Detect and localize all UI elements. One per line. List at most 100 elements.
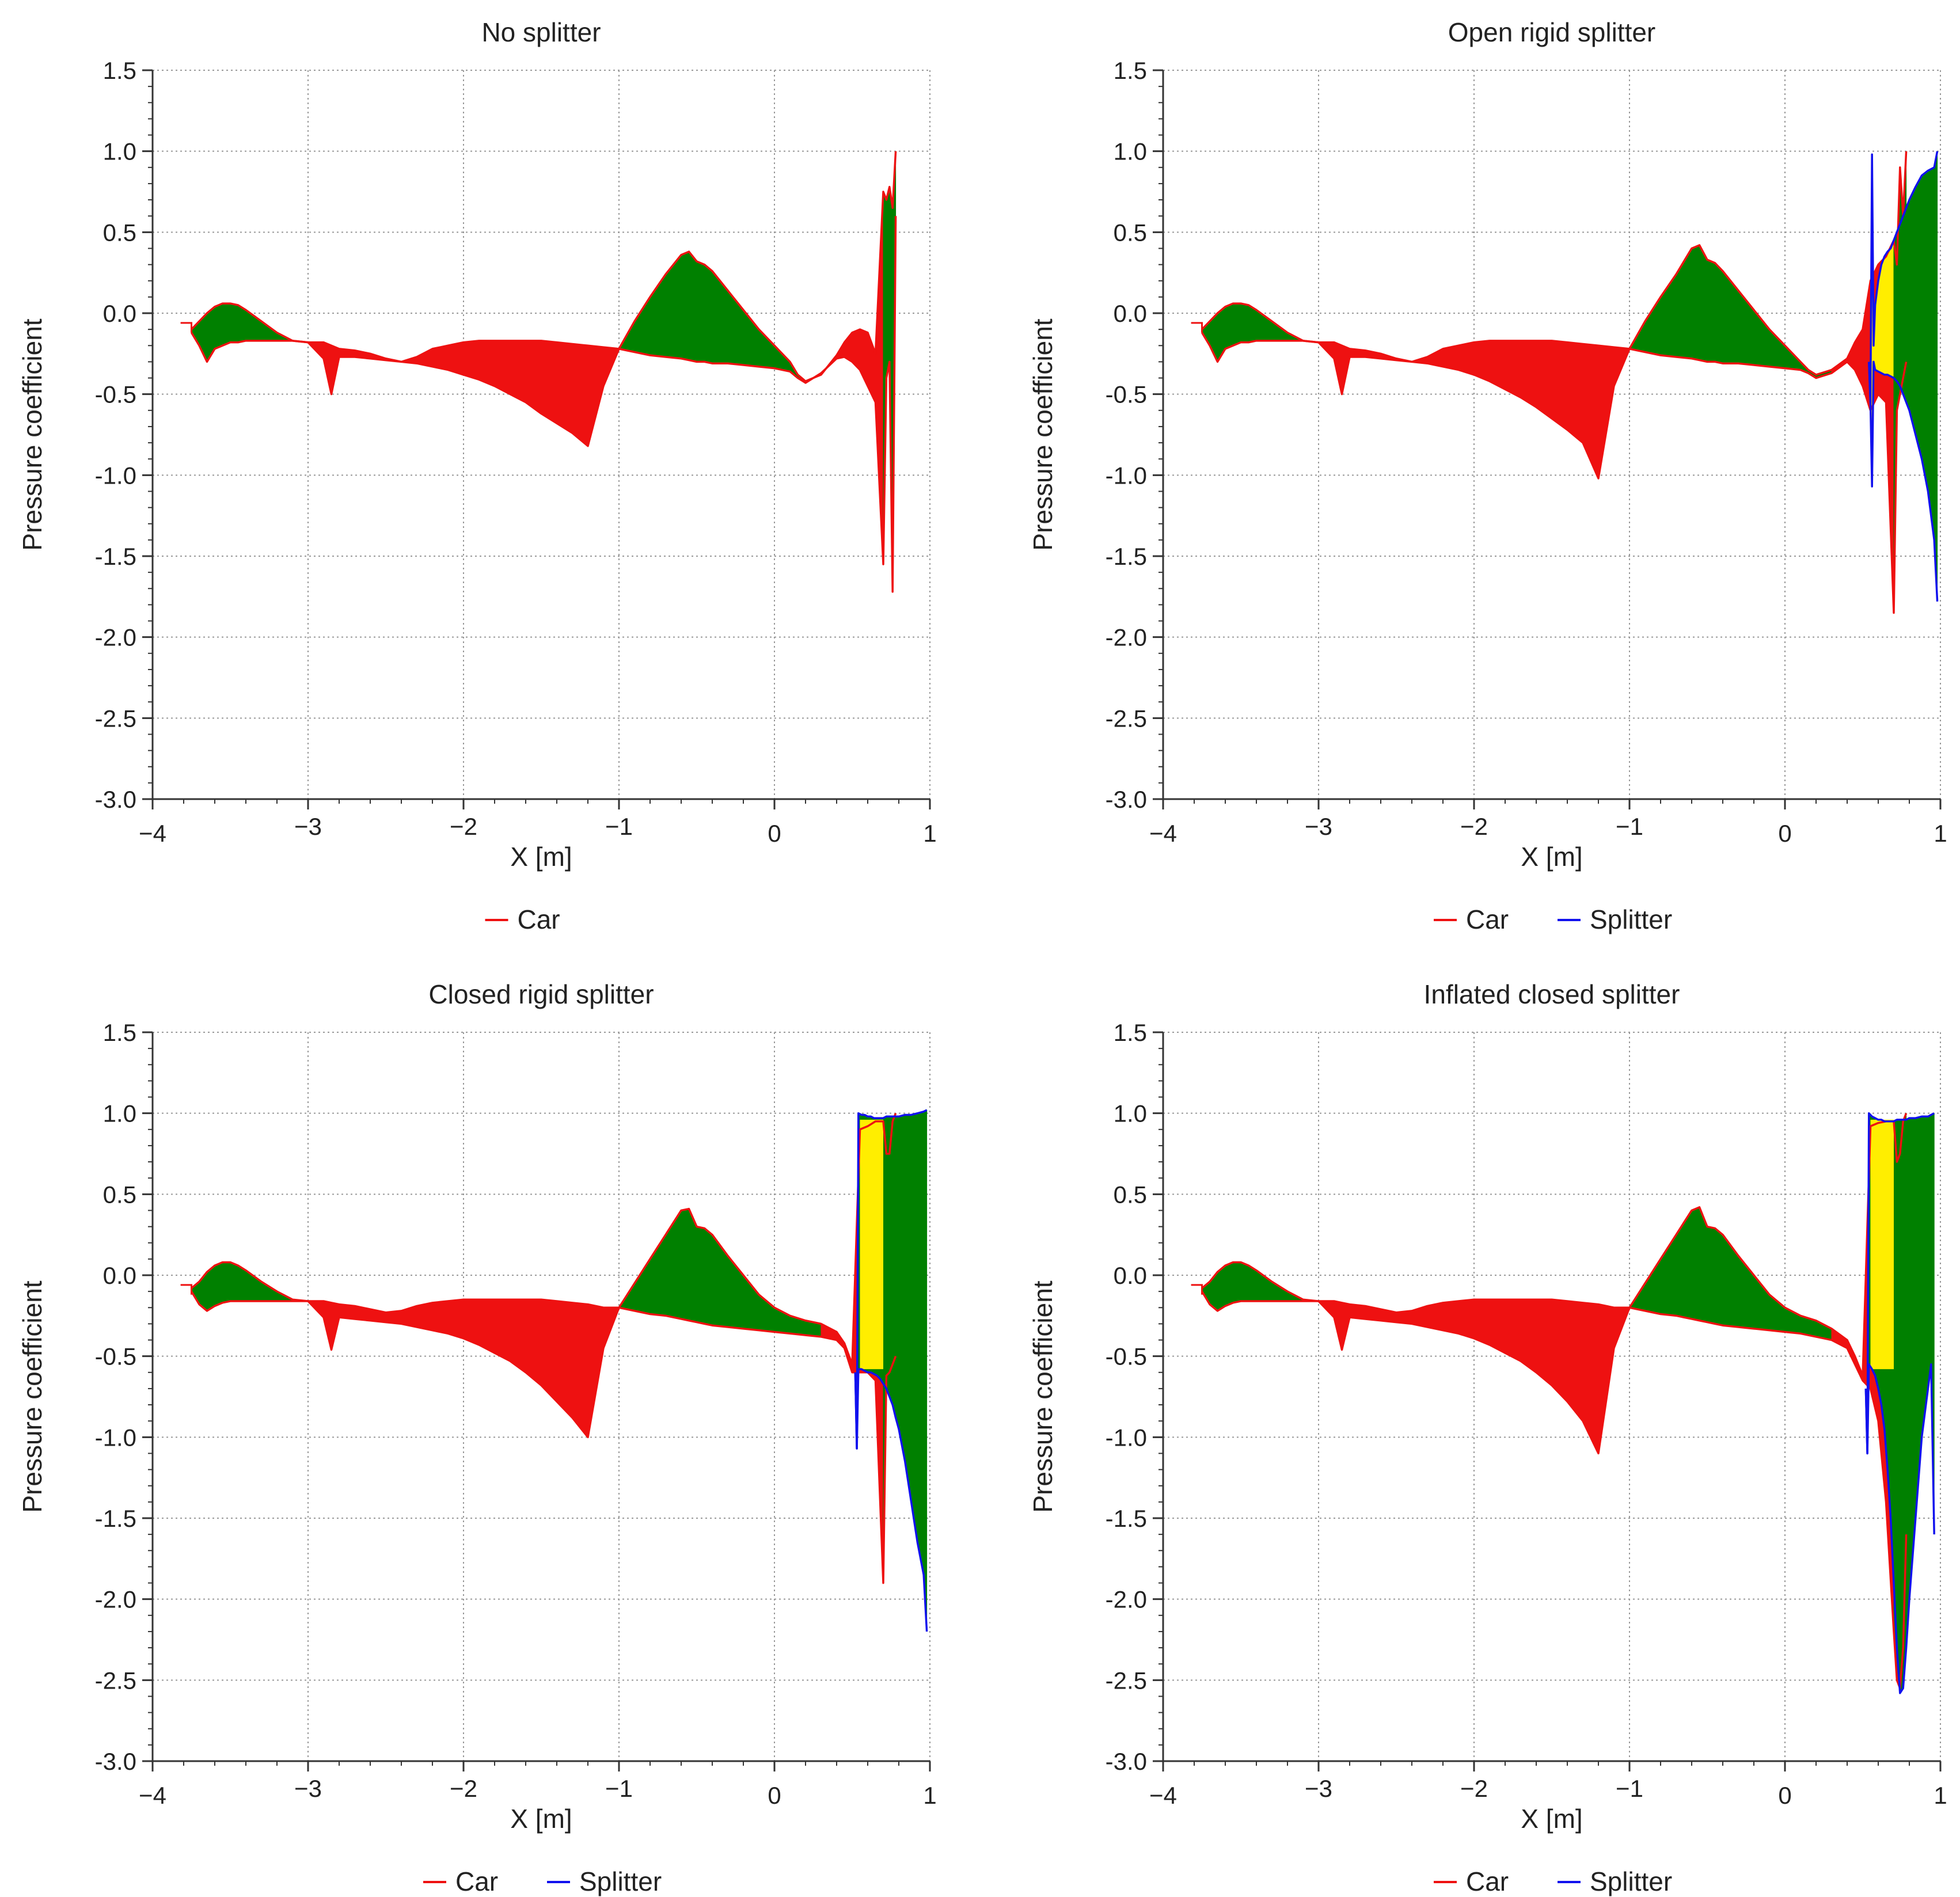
car-fill-segment — [1442, 1301, 1459, 1334]
x-axis-label: X [m] — [1521, 1804, 1582, 1834]
y-tick-label: 1.5 — [103, 57, 136, 84]
car-fill-segment — [447, 1299, 464, 1339]
car-fill-segment — [704, 1227, 713, 1326]
car-fill-segment — [1536, 1299, 1552, 1386]
car-fill-segment — [510, 1299, 526, 1373]
line-layer — [1191, 1112, 1935, 1694]
y-tick-label: 1.5 — [1114, 1019, 1147, 1046]
splitter-fill-segment — [1890, 240, 1894, 379]
car-upper-line — [1201, 151, 1908, 376]
car-fill-segment — [510, 340, 526, 403]
car-fill-segment — [1233, 1261, 1241, 1303]
y-axis-label: Pressure coefficient — [1028, 318, 1058, 550]
y-tick-label: -2.5 — [1106, 1667, 1147, 1694]
car-fill-segment — [1248, 1265, 1257, 1302]
car-fill-segment — [1505, 340, 1521, 398]
splitter-fill-segment — [1900, 216, 1904, 394]
splitter-fill-segment — [1915, 175, 1923, 459]
car-fill-segment — [634, 1258, 651, 1315]
car-fill-segment — [758, 328, 775, 369]
car-fill-segment — [1567, 342, 1583, 444]
car-nose-line — [1191, 322, 1203, 333]
splitter-fill-segment — [1927, 166, 1935, 540]
car-fill-segment — [696, 1226, 705, 1325]
car-fill-segment — [1551, 340, 1568, 431]
splitter-fill-segment — [1893, 1119, 1897, 1648]
splitter-fill-segment — [1887, 248, 1891, 377]
chart-title: Open rigid splitter — [1448, 17, 1656, 47]
car-fill-segment — [1691, 245, 1700, 361]
splitter-yellow-region — [1870, 1119, 1894, 1370]
car-fill-segment — [1536, 340, 1552, 419]
splitter-fill-segment — [917, 1111, 924, 1575]
y-tick-label: -3.0 — [1106, 1748, 1147, 1775]
splitter-fill-segment — [1934, 151, 1938, 602]
car-fill-segment — [665, 1209, 682, 1320]
splitter-fill-segment — [895, 1116, 899, 1430]
x-tick-label: −2 — [450, 1775, 477, 1802]
splitter-fill-segment — [1921, 170, 1928, 492]
car-fill-segment — [541, 1299, 557, 1402]
splitter-fill-segment — [898, 1114, 906, 1462]
splitter-fill-segment — [1927, 1114, 1932, 1389]
splitter-lower-line — [854, 1368, 928, 1632]
splitter-upper-line — [1864, 1112, 1935, 1455]
y-tick-label: 0.0 — [1114, 1262, 1147, 1289]
x-tick-label: 1 — [923, 1782, 936, 1809]
splitter-legend-label: Splitter — [1590, 904, 1672, 934]
car-fill-segment — [1582, 1302, 1599, 1454]
y-tick-label: -0.5 — [95, 381, 136, 408]
chart-title: Inflated closed splitter — [1424, 979, 1680, 1009]
splitter-fill-segment — [905, 1114, 912, 1502]
car-fill-segment — [875, 191, 884, 565]
car-lower-line — [1201, 1291, 1908, 1690]
car-fill-segment — [704, 264, 713, 364]
y-tick-label: 1.0 — [1114, 138, 1147, 165]
car-fill-segment — [222, 303, 231, 347]
car-fill-segment — [1715, 1227, 1723, 1326]
car-fill-segment — [1699, 245, 1708, 363]
x-tick-label: −1 — [1616, 1775, 1643, 1802]
y-tick-label: -1.5 — [95, 1505, 136, 1532]
x-tick-label: −3 — [1305, 1775, 1332, 1802]
y-tick-label: -2.0 — [95, 624, 136, 651]
car-fill-segment — [230, 303, 238, 343]
x-tick-label: −4 — [1149, 820, 1177, 847]
car-fill-segment — [634, 296, 651, 356]
y-tick-label: 0.5 — [103, 219, 136, 246]
y-tick-label: -1.0 — [1106, 1424, 1147, 1451]
x-tick-label: −4 — [139, 1782, 166, 1809]
car-legend-label: Car — [518, 904, 560, 934]
y-tick-label: 1.5 — [103, 1019, 136, 1046]
car-fill-segment — [230, 1261, 238, 1302]
car-fill-segment — [572, 343, 588, 447]
car-fill-segment — [587, 1304, 604, 1438]
y-axis-label: Pressure coefficient — [1028, 1280, 1058, 1512]
car-fill-segment — [1722, 1234, 1739, 1328]
x-tick-label: −1 — [605, 813, 633, 840]
car-fill-segment — [1644, 296, 1661, 356]
car-fill-segment — [1707, 1226, 1715, 1325]
splitter-fill-segment — [923, 1109, 928, 1632]
y-tick-label: 0.5 — [1114, 1181, 1147, 1208]
splitter-fill-segment — [886, 1116, 890, 1397]
y-tick-label: 0.0 — [1114, 300, 1147, 327]
x-tick-label: 1 — [923, 820, 936, 847]
car-fill-segment — [525, 340, 542, 415]
car-fill-segment — [416, 1302, 433, 1331]
car-fill-segment — [886, 187, 890, 378]
x-tick-label: −2 — [1460, 1775, 1488, 1802]
chart-panel-3: Closed rigid splitter 1.5 1.0 0.5 0.0 -0.5 -1.… — [17, 979, 937, 1896]
car-legend-label: Car — [1466, 1866, 1509, 1896]
x-tick-label: −4 — [139, 820, 166, 847]
y-tick-label: 0.5 — [1114, 219, 1147, 246]
splitter-upper-line — [1868, 151, 1939, 404]
y-tick-label: -1.0 — [95, 462, 136, 489]
car-fill-segment — [1598, 345, 1615, 479]
splitter-lower-line — [1868, 360, 1939, 602]
car-fill-segment — [541, 340, 557, 424]
car-fill-segment — [1644, 1258, 1661, 1315]
car-fill-segment — [1233, 303, 1241, 347]
y-tick-label: -2.5 — [95, 705, 136, 732]
car-fill-segment — [681, 1208, 689, 1321]
